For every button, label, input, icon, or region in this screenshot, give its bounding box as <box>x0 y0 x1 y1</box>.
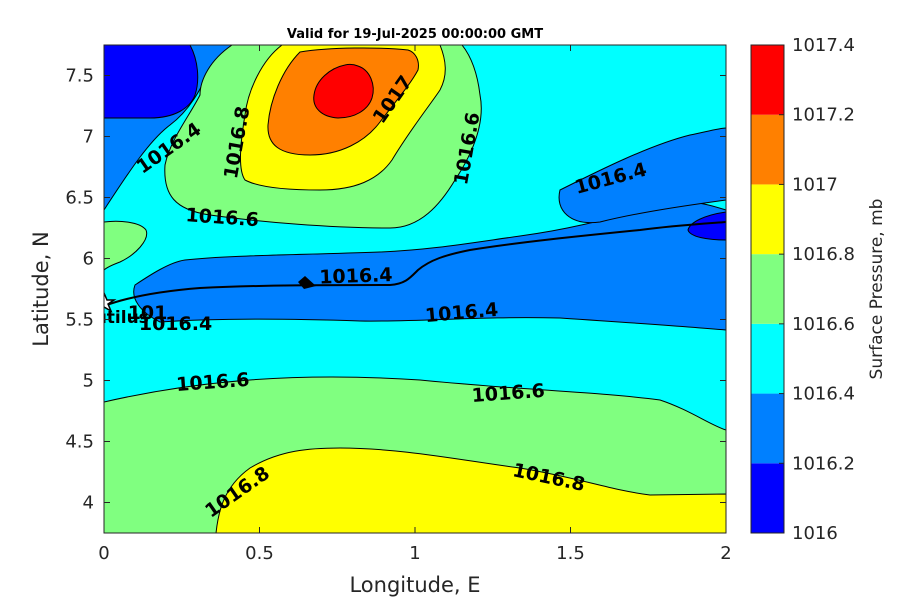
colorbar-tick-label: 1017.4 <box>792 35 855 56</box>
colorbar-segment <box>751 114 784 185</box>
chart-title: Valid for 19-Jul-2025 00:00:00 GMT <box>287 27 543 42</box>
y-tick-label: 5 <box>83 371 94 392</box>
ship-marker: Nautilus <box>69 291 149 328</box>
colorbar-segment <box>751 393 784 464</box>
colorbar-segment <box>751 254 784 324</box>
contour-region-1016.2-central <box>133 201 726 331</box>
coastline <box>104 221 726 307</box>
contour-region-1016.0-east <box>687 211 726 241</box>
y-tick-label: 4 <box>83 493 94 514</box>
contour-region-1016.0-northwest <box>104 45 199 119</box>
contour-label: 1016.6 <box>185 204 260 231</box>
x-tick-label: 1 <box>409 543 420 564</box>
colorbar: 1016 1016.2 1016.4 1016.6 1016.8 1017 1017.2 10… <box>750 35 855 544</box>
colorbar-tick-label: 1017.2 <box>792 105 855 126</box>
colorbar-tick-label: 1016 <box>792 523 838 544</box>
colorbar-tick-label: 1016.2 <box>792 453 855 474</box>
contour-region-1016.6-west <box>104 220 148 271</box>
y-tick-label: 6.5 <box>65 188 94 209</box>
y-tick-label: 5.5 <box>65 310 94 331</box>
star-marker-icon <box>104 291 117 313</box>
y-tick-label: 7 <box>83 127 94 148</box>
x-axis-title: Longitude, E <box>349 573 480 597</box>
colorbar-tick-label: 1016.8 <box>792 244 855 265</box>
contour-label: 1016.6 <box>471 380 546 407</box>
contour-label: 1016.4 <box>319 264 393 289</box>
colorbar-tick-label: 1016.6 <box>792 314 855 335</box>
y-axis-title: Latitude, N <box>29 231 53 347</box>
colorbar-frame <box>750 44 785 534</box>
contour-label: 1016.4 <box>139 313 212 335</box>
colorbar-tick-label: 1017 <box>792 174 838 195</box>
marker-label: Nautilus <box>69 308 149 328</box>
contour-region-1016.8-south <box>215 447 726 533</box>
y-tick-label: 4.5 <box>65 432 94 453</box>
colorbar-segment <box>751 463 784 533</box>
contour-label: 1016.6 <box>175 369 250 396</box>
colorbar-title: Surface Pressure, mb <box>867 199 887 380</box>
colorbar-segment <box>751 45 784 115</box>
contour-label: 101 <box>128 302 168 324</box>
colorbar-segment <box>751 184 784 255</box>
contour-region-1016.2-northeast <box>558 127 726 224</box>
x-tick-label: 0.5 <box>245 543 274 564</box>
x-tick-label: 1.5 <box>556 543 585 564</box>
colorbar-tick-label: 1016.4 <box>792 384 855 405</box>
y-axis: 4 4.5 5 5.5 6 6.5 7 7.5 <box>65 66 726 514</box>
colorbar-segment <box>751 323 784 394</box>
x-tick-label: 0 <box>98 543 109 564</box>
x-axis: 0 0.5 1 1.5 2 <box>98 45 732 564</box>
y-tick-label: 6 <box>83 249 94 270</box>
coastline-spot <box>298 276 316 289</box>
y-tick-label: 7.5 <box>65 66 94 87</box>
contour-region-1017.2 <box>313 63 374 119</box>
x-tick-label: 2 <box>720 543 731 564</box>
